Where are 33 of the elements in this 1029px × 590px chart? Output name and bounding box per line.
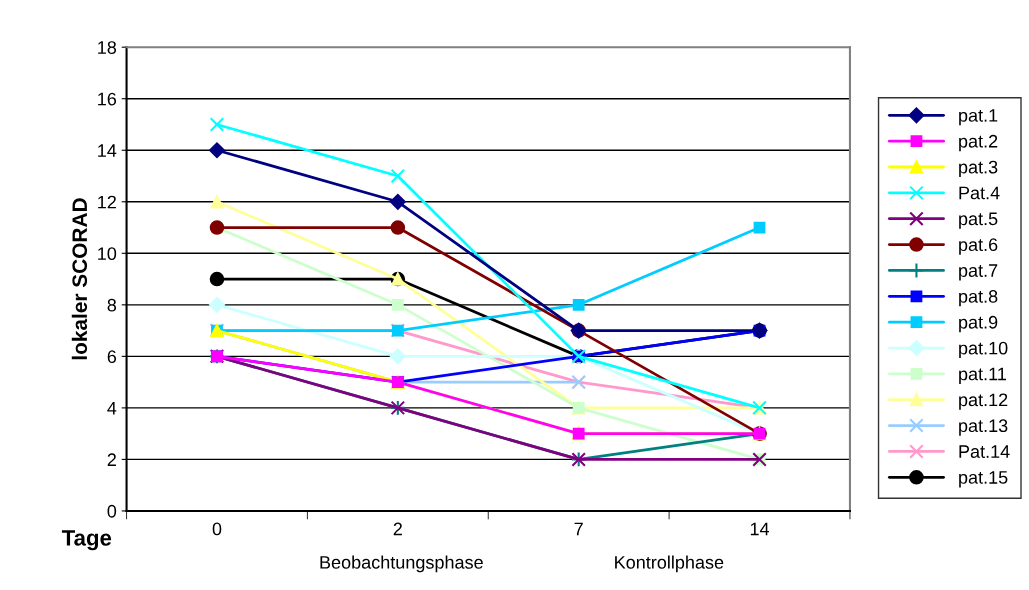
- legend-label: Pat.4: [959, 186, 1000, 200]
- legend-label: pat.7: [959, 264, 998, 281]
- legend-label: pat.10: [959, 341, 1008, 359]
- text: Kontrollphase: [615, 555, 724, 573]
- y-tick-label: 4: [107, 402, 117, 415]
- y-tick-label: 0: [107, 504, 117, 518]
- x-tick-label: 7: [574, 522, 583, 536]
- y-tick-label: 8: [107, 298, 117, 312]
- y-tick-label: 10: [98, 247, 117, 261]
- legend-label: pat.11: [959, 367, 1006, 384]
- y-tick-label: 14: [98, 144, 117, 157]
- legend-label: pat.3: [959, 160, 998, 178]
- x-tick-label: 14: [750, 522, 770, 536]
- legend-label: pat.12: [959, 393, 1008, 410]
- legend-label: pat.5: [959, 212, 998, 229]
- y-tick-label: 18: [98, 41, 117, 54]
- x-axis-title: Tage: [61, 530, 112, 551]
- y-axis-title: lokaler SCORAD: [71, 198, 88, 360]
- text: Beobachtungsphase: [320, 555, 483, 573]
- x-tick-label: 2: [393, 522, 402, 536]
- legend-label: pat.1: [959, 109, 998, 126]
- legend-label: pat.13: [959, 419, 1008, 436]
- x-tick-label: 0: [212, 522, 222, 536]
- y-tick-label: 2: [107, 453, 116, 466]
- y-tick-label: 6: [107, 350, 117, 364]
- legend-label: pat.2: [959, 134, 998, 152]
- legend-label: pat.9: [959, 315, 998, 333]
- y-tick-label: 12: [98, 195, 116, 209]
- legend-label: pat.8: [959, 290, 998, 307]
- legend-label: pat.6: [959, 238, 998, 255]
- y-tick-label: 16: [98, 92, 117, 106]
- legend-label: pat.15: [959, 471, 1008, 488]
- legend-label: Pat.14: [959, 445, 1010, 458]
